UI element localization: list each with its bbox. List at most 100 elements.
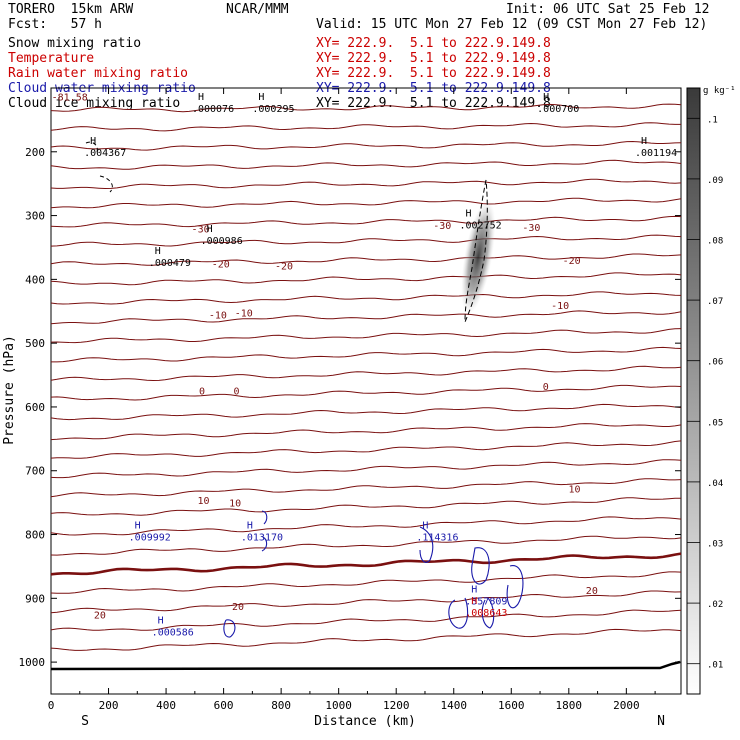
snow-shading [461,179,496,323]
cloud-ice-contour [85,141,98,153]
temperature-label: -30 [433,221,451,232]
temperature-contour [50,215,682,228]
max-marker-h: H [465,209,471,220]
forecast-hour: Fcst: 57 h [8,17,102,32]
temperature-contour [50,403,682,421]
colorbar-tick-label: .06 [707,358,723,368]
x-tick-label: 2000 [613,699,640,712]
temperature-contour [50,571,682,594]
max-value-label: .000586 [152,628,194,639]
colorbar-tick-label: .05 [707,418,723,428]
x-tick-label: 600 [214,699,234,712]
max-marker-h: H [135,521,141,532]
colorbar-tick-label: .02 [707,600,723,610]
field-name-rain: Rain water mixing ratio [8,66,189,81]
field-xy-rain: XY= 222.9. 5.1 to 222.9.149.8 [316,66,551,81]
x-tick-label: 200 [99,699,119,712]
max-value-label: .000076 [192,104,234,115]
max-marker-h: H [543,92,549,103]
temperature-contour [51,346,682,363]
y-tick-label: 600 [25,401,45,414]
temperature-contour [50,478,682,498]
temperature-contour [50,440,682,459]
cloud-water-contour [481,597,495,629]
init-time: Init: 06 UTC Sat 25 Feb 12 [506,2,710,17]
temperature-contour [50,159,682,170]
temperature-contour [50,272,682,286]
y-tick-label: 500 [25,337,45,350]
temperature-label: 20 [232,602,244,613]
colorbar-tick-label: .01 [707,661,723,671]
temperature-label: 10 [229,499,241,510]
x-tick-label: 0 [48,699,55,712]
max-marker-h: H [641,136,647,147]
max-value-label: .114316 [416,533,458,544]
temperature-contour [50,609,682,631]
temperature-label: 0 [199,386,205,397]
x-axis-label: Distance (km) [314,714,416,729]
field-xy-snow: XY= 222.9. 5.1 to 222.9.149.8 [316,36,551,51]
max-marker-h: H [90,136,96,147]
colorbar-tick-label: .03 [707,540,723,550]
colorbar-tick-label: .04 [707,479,723,489]
temperature-contour [50,535,682,556]
cloud-water-contour [223,619,236,638]
x-tick-label: 1600 [498,699,525,712]
colorbar-tick-label: .1 [707,115,718,125]
cloud-water-contour [506,565,524,609]
temperature-contour [50,552,682,576]
x-tick-label: 1800 [556,699,583,712]
cloud-contours [85,141,524,638]
max-marker-h: H [158,616,164,627]
ground-line [50,660,681,671]
cloud-water-contour [419,526,434,563]
max-value-label: .004367 [84,148,126,159]
temperature-contour [50,628,682,651]
max-value-label: .000479 [149,258,191,269]
cloud-water-contour [261,536,268,552]
temperature-label: 20 [586,586,598,597]
x-tick-label: 1000 [325,699,352,712]
max-marker-h: H [155,246,161,257]
x-end-right: N [657,714,665,729]
temperature-contour [50,103,682,113]
cloud-water-contour [471,547,490,585]
temperature-label: -20 [212,259,230,270]
axes: 0 200 400 600 800 1000 1200 1400 1600 1800 2000200… [19,88,681,712]
cloud-water-contour [261,510,268,525]
y-tick-label: 200 [25,146,45,159]
temperature-label: -20 [563,256,581,267]
colorbar-ticks: .01 .02 .03 .04 .05 .06 .07 .08 .09 .1 [687,115,723,671]
org-label: NCAR/MMM [226,2,289,17]
max-marker-h: H [247,521,253,532]
contour-labels: -81.58 -30 -30 -30 -20 -20 -20 -10 -10 -10 0 0 0 10 10… [52,92,677,639]
colorbar-tick-label: .07 [707,297,723,307]
cloud-ice-contour [464,179,488,323]
temperature-contour [50,384,682,401]
temperature-contour [50,122,681,132]
max-value-label: .013170 [241,533,283,544]
temperature-contour [50,253,682,266]
plot-frame [50,87,682,695]
temperature-label: -81.58 [52,92,88,103]
max-marker-h: H [198,92,204,103]
colorbar-unit: g kg⁻¹ [703,86,736,96]
temperature-contour [50,423,682,441]
temperature-label: -10 [209,310,227,321]
temperature-contour [50,516,682,536]
temperature-contour [50,365,682,382]
temperature-label: -10 [235,309,253,320]
temperature-label: 20 [94,610,106,621]
temperature-label: 0 [234,386,240,397]
cloud-water-contour [448,597,469,629]
temperature-contour [50,140,682,151]
max-value-label: .001194 [635,148,677,159]
y-tick-label: 1000 [19,656,46,669]
temperature-contour [50,291,682,305]
max-value-label: .000986 [201,236,243,247]
temperature-contours [50,103,682,651]
valid-time: Valid: 15 UTC Mon 27 Feb 12 (09 CST Mon … [316,17,708,32]
max-marker-h: H [422,521,428,532]
temperature-label: -20 [275,261,293,272]
snow-shading-max [461,199,496,315]
